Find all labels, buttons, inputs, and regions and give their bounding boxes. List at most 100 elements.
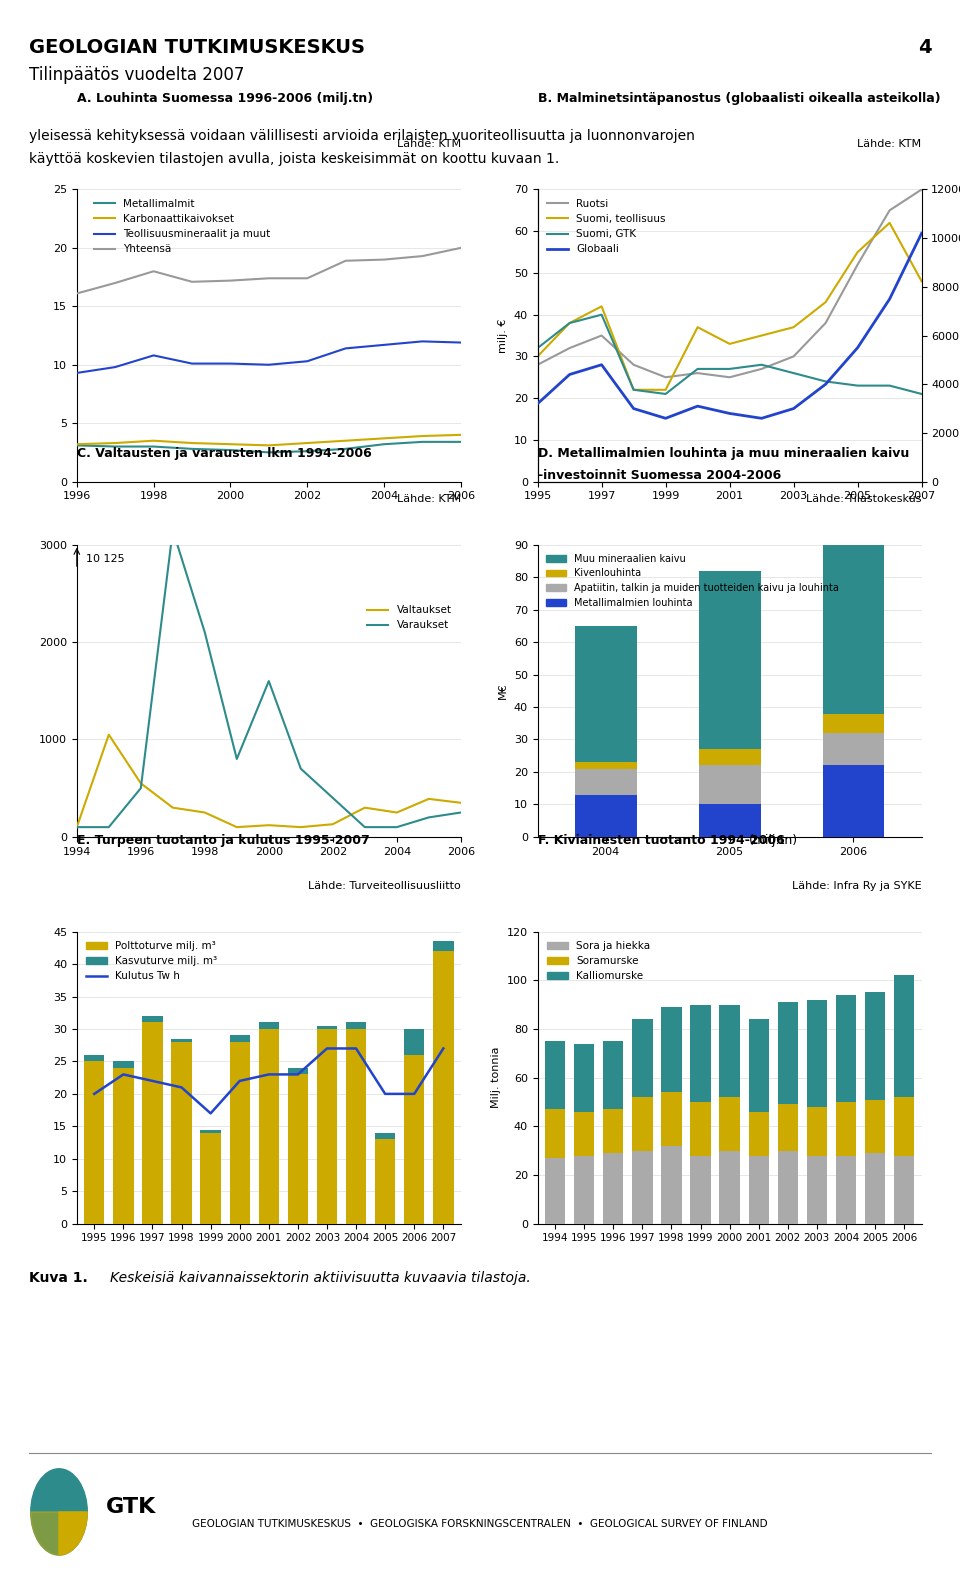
- Bar: [661, 1093, 682, 1146]
- Kulutus Tw h: [350, 1039, 362, 1058]
- Y-axis label: M€: M€: [498, 682, 508, 699]
- Bar: [749, 1020, 769, 1112]
- Kulutus Tw h: [379, 1085, 391, 1104]
- Bar: [749, 1112, 769, 1156]
- Bar: [258, 1023, 279, 1030]
- Text: Lähde: Infra Ry ja SYKE: Lähde: Infra Ry ja SYKE: [792, 881, 922, 891]
- Bar: [699, 750, 760, 766]
- Bar: [229, 1036, 250, 1042]
- Bar: [404, 1055, 424, 1224]
- Text: Lähde: KTM: Lähde: KTM: [396, 139, 461, 148]
- Bar: [823, 766, 884, 837]
- Bar: [778, 1104, 798, 1151]
- Bar: [823, 733, 884, 766]
- Bar: [575, 794, 636, 837]
- Bar: [690, 1004, 710, 1102]
- Y-axis label: Milj. tonnia: Milj. tonnia: [492, 1047, 501, 1108]
- Text: 4: 4: [918, 38, 931, 57]
- Text: GEOLOGIAN TUTKIMUSKESKUS: GEOLOGIAN TUTKIMUSKESKUS: [29, 38, 365, 57]
- Bar: [84, 1055, 105, 1061]
- Bar: [346, 1023, 367, 1030]
- Bar: [317, 1030, 337, 1224]
- Text: E. Turpeen tuotanto ja kulutus 1995-2007: E. Turpeen tuotanto ja kulutus 1995-2007: [77, 834, 370, 846]
- Kulutus Tw h: [204, 1104, 216, 1123]
- Bar: [603, 1153, 623, 1224]
- Bar: [894, 1156, 914, 1224]
- Text: Lähde: KTM: Lähde: KTM: [396, 494, 461, 504]
- Legend: Muu mineraalien kaivu, Kivenlouhinta, Apatiitin, talkin ja muiden tuotteiden kai: Muu mineraalien kaivu, Kivenlouhinta, Ap…: [542, 549, 842, 613]
- Bar: [603, 1110, 623, 1153]
- Bar: [574, 1156, 594, 1224]
- Bar: [171, 1042, 192, 1224]
- Bar: [575, 769, 636, 794]
- Bar: [690, 1102, 710, 1156]
- Bar: [545, 1110, 565, 1157]
- Bar: [317, 1026, 337, 1030]
- Bar: [806, 1156, 828, 1224]
- Kulutus Tw h: [176, 1078, 187, 1097]
- Y-axis label: milj. €: milj. €: [498, 319, 508, 352]
- Bar: [84, 1061, 105, 1224]
- Text: GTK: GTK: [106, 1497, 156, 1517]
- Bar: [836, 1102, 856, 1156]
- Line: Kulutus Tw h: Kulutus Tw h: [94, 1048, 444, 1113]
- Text: Kuva 1.: Kuva 1.: [29, 1271, 87, 1285]
- Bar: [690, 1156, 710, 1224]
- Text: yleisessä kehityksessä voidaan välillisesti arvioida erilaisten vuoriteollisuutt: yleisessä kehityksessä voidaan välillise…: [29, 129, 695, 144]
- Bar: [113, 1067, 133, 1224]
- Bar: [699, 570, 760, 750]
- Bar: [632, 1097, 653, 1151]
- Bar: [806, 1107, 828, 1156]
- Kulutus Tw h: [117, 1064, 129, 1083]
- Text: Lähde: Tilastokeskus: Lähde: Tilastokeskus: [806, 494, 922, 504]
- Text: A. Louhinta Suomessa 1996-2006 (milj.tn): A. Louhinta Suomessa 1996-2006 (milj.tn): [77, 92, 372, 104]
- Bar: [545, 1041, 565, 1110]
- Bar: [778, 1151, 798, 1224]
- Bar: [574, 1044, 594, 1112]
- Bar: [375, 1140, 396, 1224]
- Bar: [404, 1030, 424, 1055]
- Bar: [749, 1156, 769, 1224]
- Bar: [823, 538, 884, 714]
- Legend: Valtaukset, Varaukset: Valtaukset, Varaukset: [363, 602, 456, 635]
- Bar: [288, 1067, 308, 1074]
- Text: Lähde: KTM: Lähde: KTM: [857, 139, 922, 148]
- Kulutus Tw h: [322, 1039, 333, 1058]
- Bar: [603, 1041, 623, 1110]
- Bar: [865, 1153, 885, 1224]
- Bar: [375, 1132, 396, 1140]
- Bar: [661, 1007, 682, 1093]
- Text: (milj.tn): (milj.tn): [749, 834, 798, 846]
- Bar: [433, 951, 453, 1224]
- Bar: [574, 1112, 594, 1156]
- Kulutus Tw h: [409, 1085, 420, 1104]
- Bar: [632, 1151, 653, 1224]
- Legend: Polttoturve milj. m³, Kasvuturve milj. m³, Kulutus Tw h: Polttoturve milj. m³, Kasvuturve milj. m…: [82, 936, 222, 985]
- Bar: [575, 625, 636, 763]
- Kulutus Tw h: [292, 1064, 303, 1083]
- Bar: [823, 714, 884, 733]
- Text: F. Kiviainesten tuotanto 1994-2006: F. Kiviainesten tuotanto 1994-2006: [538, 834, 784, 846]
- Bar: [719, 1097, 740, 1151]
- Bar: [806, 1000, 828, 1107]
- Bar: [433, 941, 453, 951]
- Bar: [661, 1146, 682, 1224]
- Kulutus Tw h: [88, 1085, 100, 1104]
- Bar: [865, 993, 885, 1099]
- Text: D. Metallimalmien louhinta ja muu mineraalien kaivu: D. Metallimalmien louhinta ja muu minera…: [538, 447, 909, 459]
- Bar: [545, 1157, 565, 1224]
- Bar: [142, 1023, 162, 1224]
- Kulutus Tw h: [438, 1039, 449, 1058]
- Bar: [201, 1129, 221, 1132]
- Circle shape: [31, 1468, 87, 1555]
- Bar: [894, 976, 914, 1097]
- Kulutus Tw h: [147, 1072, 158, 1091]
- Bar: [201, 1132, 221, 1224]
- Bar: [778, 1003, 798, 1104]
- Bar: [142, 1015, 162, 1023]
- Wedge shape: [31, 1513, 60, 1555]
- Bar: [171, 1039, 192, 1042]
- Bar: [719, 1151, 740, 1224]
- Bar: [865, 1099, 885, 1153]
- Bar: [699, 766, 760, 804]
